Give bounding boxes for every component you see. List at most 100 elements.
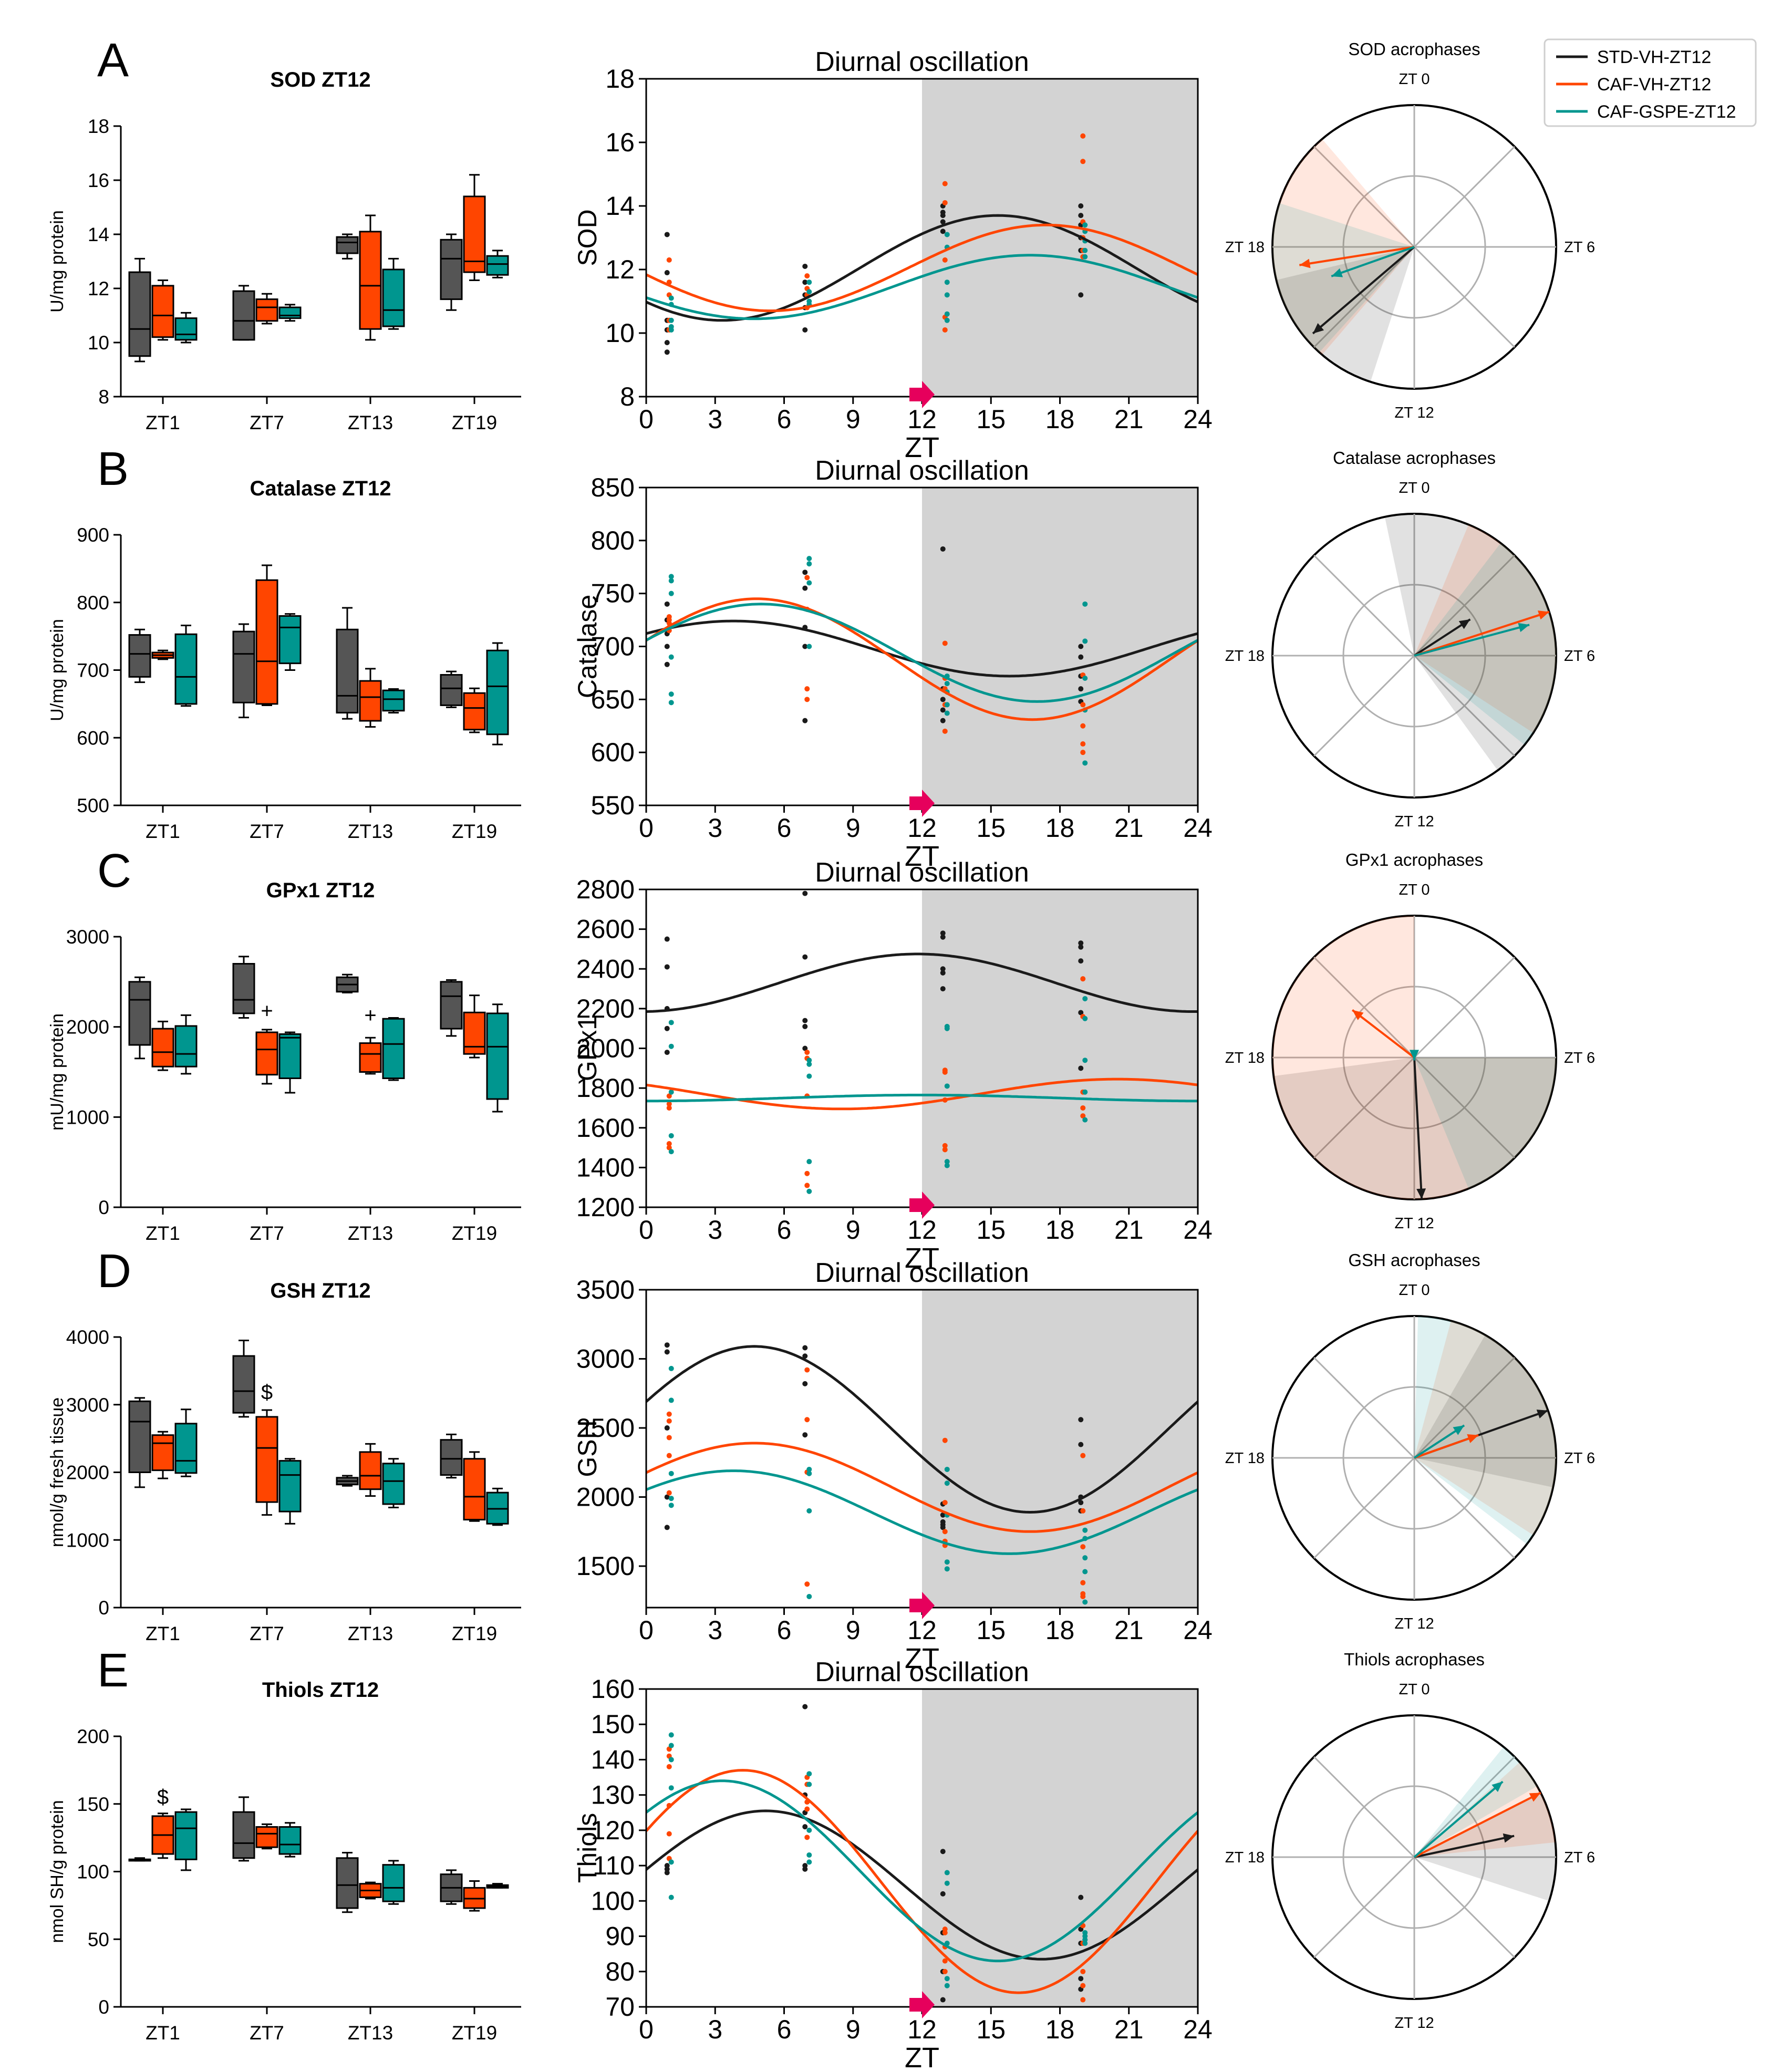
- acrophase-arrowhead: [1537, 610, 1549, 620]
- x-tick-label: 0: [639, 1615, 654, 1645]
- y-tick-label: 12: [605, 255, 635, 284]
- confidence-sector: [1272, 139, 1414, 355]
- data-point: [942, 1069, 948, 1075]
- x-tick-label: ZT13: [348, 821, 393, 842]
- polar-title: GSH acrophases: [1348, 1250, 1480, 1270]
- y-tick-label: 2500: [576, 1413, 635, 1443]
- x-tick-label: 12: [907, 1215, 937, 1245]
- acrophase-arrowhead: [1492, 1781, 1503, 1793]
- data-point: [806, 1859, 812, 1865]
- x-tick-label: ZT19: [452, 821, 497, 842]
- data-point: [944, 1480, 950, 1486]
- data-point: [806, 289, 812, 295]
- y-tick-label: 3000: [66, 926, 109, 948]
- data-point: [1080, 1113, 1086, 1119]
- data-point: [942, 1930, 948, 1935]
- y-tick-label: 1400: [576, 1153, 635, 1182]
- y-tick-label: 1500: [576, 1551, 635, 1581]
- box: [255, 1031, 278, 1076]
- data-point: [940, 966, 946, 972]
- x-tick-label: ZT13: [348, 412, 393, 433]
- box: [336, 628, 359, 714]
- data-point: [944, 1566, 950, 1572]
- cosinor-curve: [646, 1442, 1198, 1533]
- x-tick-label: 15: [976, 813, 1006, 843]
- polar-panel-A: SOD acrophases ZT 0 ZT 6 ZT 12 ZT 18: [1225, 39, 1595, 421]
- data-point: [1078, 940, 1084, 946]
- y-tick-label: 3000: [576, 1344, 635, 1374]
- data-point: [1080, 1983, 1086, 1988]
- lights-off-arrow-icon: [909, 790, 935, 817]
- polar-title: SOD acrophases: [1348, 39, 1480, 59]
- data-point: [1078, 644, 1084, 649]
- box: [486, 1012, 509, 1100]
- y-tick-label: 150: [77, 1794, 109, 1815]
- box: [278, 1460, 302, 1512]
- data-point: [664, 349, 670, 355]
- data-point: [806, 279, 812, 285]
- polar-spoke: [1313, 1457, 1415, 1559]
- acrophase-vector: [1414, 624, 1530, 657]
- box: [174, 1025, 198, 1068]
- acrophase-arrowhead: [1416, 1188, 1426, 1199]
- data-point: [1078, 1500, 1084, 1506]
- panel-letter: D: [97, 1245, 131, 1298]
- y-axis-label: U/mg protein: [47, 210, 67, 313]
- x-tick-label: 15: [976, 405, 1006, 434]
- data-point: [806, 561, 812, 567]
- data-point: [944, 1870, 950, 1876]
- data-point: [940, 213, 946, 219]
- data-point: [806, 1073, 812, 1079]
- polar-spoke: [1413, 957, 1515, 1059]
- y-tick-label: 600: [77, 727, 109, 749]
- polar-spoke: [1413, 1457, 1515, 1559]
- data-point: [666, 1490, 672, 1496]
- data-point: [664, 644, 670, 649]
- data-point: [1080, 723, 1086, 729]
- panel-letter: E: [97, 1644, 129, 1697]
- data-point: [802, 327, 808, 333]
- x-tick-label: 6: [777, 405, 792, 434]
- data-point: [666, 1418, 672, 1424]
- data-point: [940, 986, 946, 992]
- y-tick-label: 2000: [66, 1462, 109, 1484]
- x-tick-label: 12: [907, 1615, 937, 1645]
- x-axis-label: ZT: [905, 1643, 939, 1674]
- box: [359, 680, 382, 722]
- cosinor-title: Diurnal oscillation: [815, 47, 1029, 77]
- polar-axis-label: ZT 6: [1564, 1849, 1595, 1866]
- data-point: [802, 1704, 808, 1710]
- significance-mark: $: [261, 1381, 273, 1404]
- x-tick-label: 18: [1045, 1215, 1075, 1245]
- acrophase-arrowhead: [1458, 619, 1470, 629]
- data-point: [1078, 292, 1084, 298]
- x-tick-label: 3: [708, 405, 722, 434]
- box: [463, 195, 486, 273]
- polar-spoke: [1413, 1756, 1515, 1858]
- data-point: [664, 1525, 670, 1530]
- box: [255, 1416, 278, 1503]
- y-tick-label: 500: [77, 795, 109, 816]
- x-tick-label: ZT7: [250, 821, 284, 842]
- data-point: [668, 1757, 674, 1763]
- legend: STD-VH-ZT12 CAF-VH-ZT12 CAF-GSPE-ZT12: [1544, 38, 1757, 127]
- box: [382, 1018, 405, 1080]
- x-tick-label: ZT13: [348, 1223, 393, 1244]
- y-tick-label: 8: [98, 386, 109, 408]
- panel-letter: B: [97, 443, 129, 495]
- data-point: [944, 1559, 950, 1565]
- data-point: [1082, 601, 1088, 607]
- y-tick-label: 600: [591, 738, 635, 767]
- box: [382, 689, 405, 712]
- data-point: [942, 327, 948, 333]
- acrophase-arrowhead: [1410, 1050, 1419, 1061]
- data-point: [944, 1880, 950, 1886]
- cosinor-panel-C: Diurnal oscillation 0 3 6 9 12 15 18 21 24 1200 140…: [573, 857, 1213, 1274]
- polar-panel-B: Catalase acrophases ZT 0 ZT 6 ZT 12 ZT 18: [1225, 448, 1595, 830]
- polar-spoke: [1413, 146, 1515, 248]
- box: [382, 1864, 405, 1902]
- x-tick-label: ZT1: [146, 2022, 180, 2044]
- y-tick-label: 200: [77, 1726, 109, 1747]
- y-tick-label: 1200: [576, 1193, 635, 1222]
